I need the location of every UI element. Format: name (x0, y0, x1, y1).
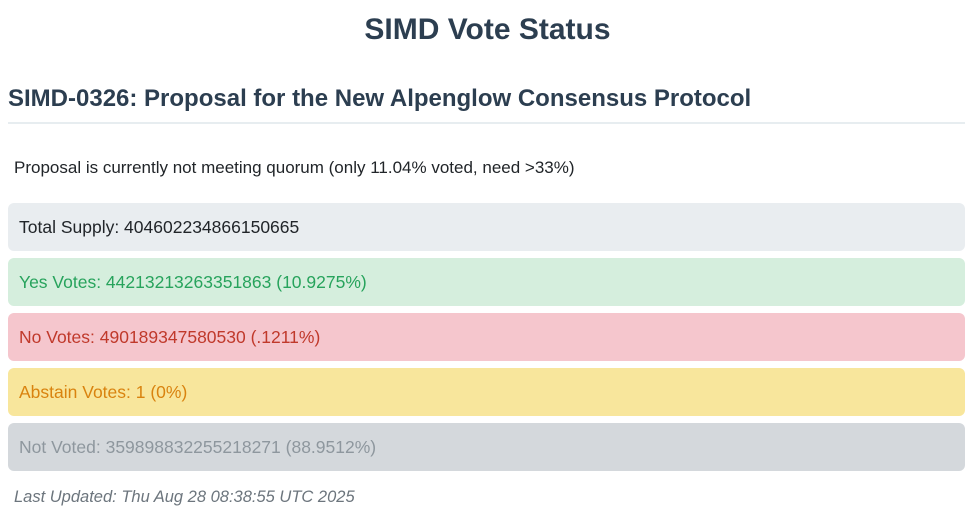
proposal-heading: SIMD-0326: Proposal for the New Alpenglo… (8, 85, 752, 112)
not-voted-row: Not Voted: 359898832255218271 (88.9512%) (8, 423, 965, 471)
quorum-status-text: Proposal is currently not meeting quorum… (14, 158, 575, 177)
total-supply-row: Total Supply: 404602234866150665 (8, 203, 965, 251)
page-title: SIMD Vote Status (364, 13, 611, 46)
abstain-votes-row: Abstain Votes: 1 (0%) (8, 368, 965, 416)
last-updated-text: Last Updated: Thu Aug 28 08:38:55 UTC 20… (14, 488, 355, 506)
heading-divider (8, 122, 965, 124)
yes-votes-row: Yes Votes: 44213213263351863 (10.9275%) (8, 258, 965, 306)
vote-rows-container: Total Supply: 404602234866150665 Yes Vot… (0, 203, 975, 471)
no-votes-row: No Votes: 490189347580530 (.1211%) (8, 313, 965, 361)
